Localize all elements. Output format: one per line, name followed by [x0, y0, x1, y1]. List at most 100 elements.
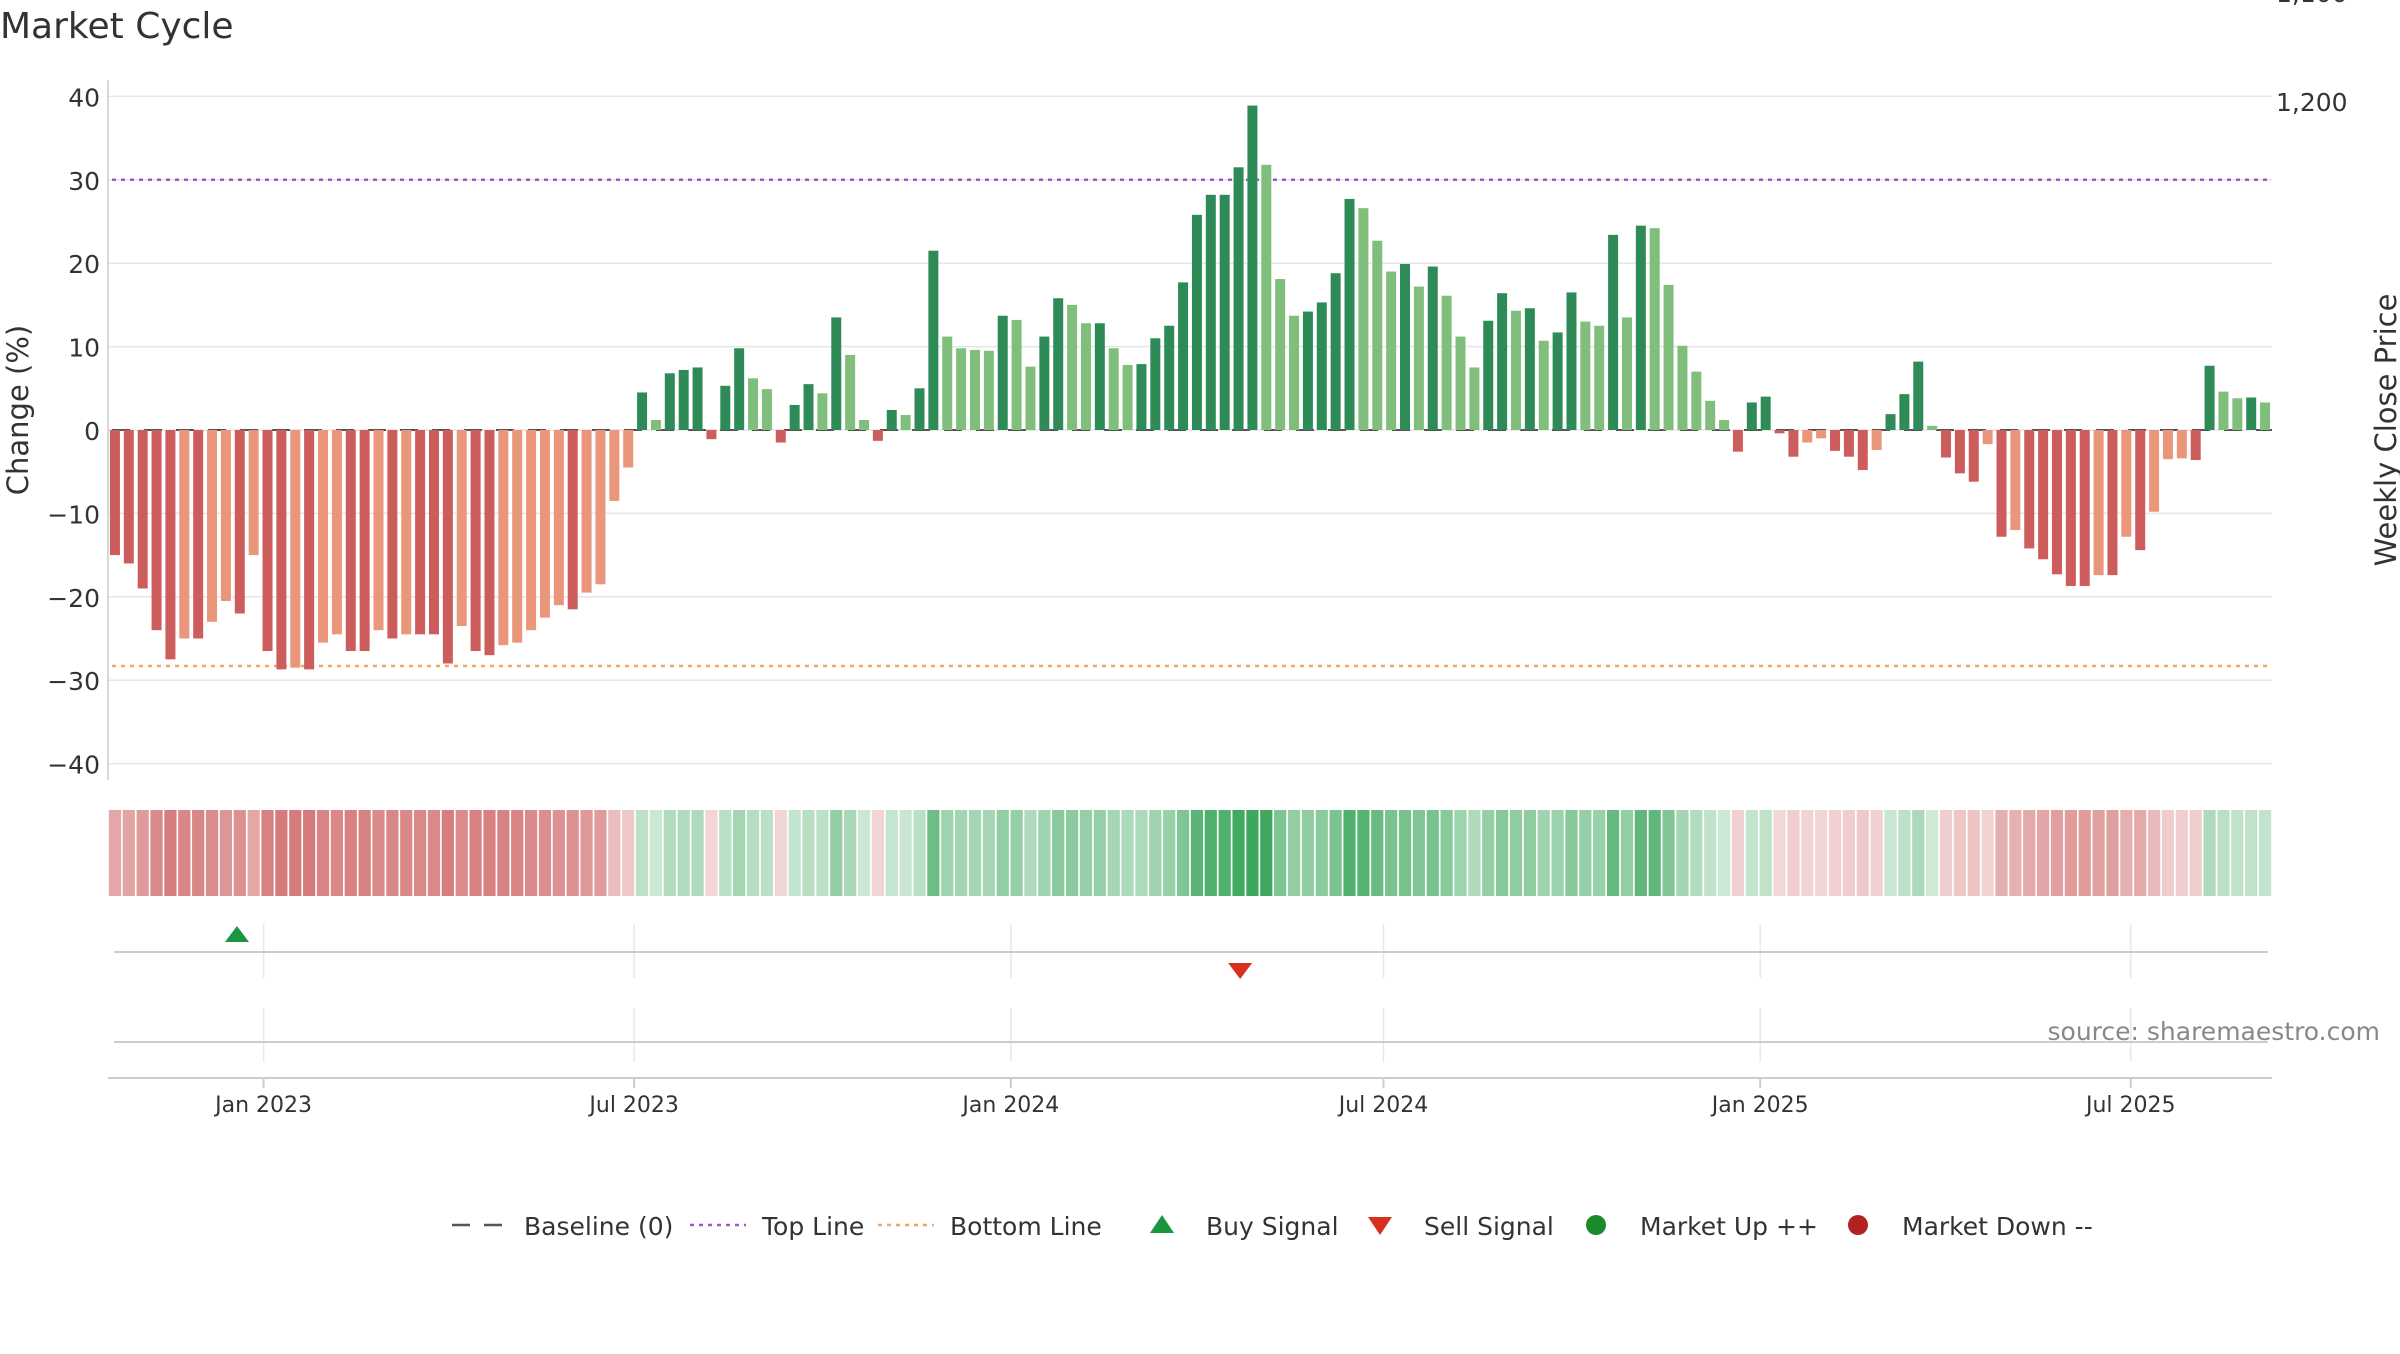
change-bar [678, 369, 689, 430]
change-bar [1802, 430, 1813, 443]
change-bar [442, 430, 453, 664]
change-bar [1372, 240, 1383, 430]
change-bar [1649, 228, 1660, 430]
band-cell [316, 810, 330, 896]
band-cell [705, 810, 718, 896]
band-cell [344, 810, 357, 896]
band-cell [233, 810, 246, 896]
change-bar [2176, 430, 2187, 459]
band-cell [1190, 810, 1204, 896]
band-cell [1176, 810, 1190, 896]
change-bar [1719, 419, 1730, 430]
band-cell [927, 810, 940, 896]
band-cell [1163, 810, 1176, 896]
change-bar [886, 409, 897, 430]
band-cell [1912, 810, 1925, 896]
change-bar [845, 354, 856, 430]
band-cell [455, 810, 468, 896]
change-bar [109, 430, 120, 556]
change-bar [1483, 320, 1494, 430]
band-cell [941, 810, 954, 896]
band-cell [1745, 810, 1758, 896]
band-cell [1398, 810, 1412, 896]
buy-signal-marker [224, 926, 249, 942]
band-cell [1496, 810, 1509, 896]
band-cell [719, 810, 732, 896]
change-bar [2149, 430, 2160, 512]
change-bar [1358, 208, 1369, 430]
change-bar [1871, 430, 1882, 451]
change-bar [872, 430, 883, 441]
legend-label: Market Down -- [1902, 1212, 2093, 1241]
band-cell [2120, 810, 2133, 896]
x-tick-label: Jul 2025 [2084, 1093, 2176, 1118]
change-bar [1705, 400, 1716, 430]
change-bar [859, 419, 870, 430]
band-cell [1870, 810, 1883, 896]
change-bar [248, 430, 259, 556]
band-cell [1412, 810, 1425, 896]
band-cell [1648, 810, 1661, 896]
change-bar [595, 430, 606, 585]
change-bar [276, 430, 287, 670]
change-bar [928, 250, 939, 430]
change-bar [1594, 325, 1605, 430]
band-cell [1593, 810, 1606, 896]
band-cell [1842, 810, 1856, 896]
change-bar [1108, 348, 1119, 430]
band-cell [1093, 810, 1106, 896]
change-bar [567, 430, 578, 610]
band-cell [192, 810, 205, 896]
band-cell [2245, 810, 2258, 896]
band-cell [1107, 810, 1120, 896]
change-bar [1011, 319, 1022, 430]
band-cell [2231, 810, 2244, 896]
band-cell [830, 810, 843, 896]
band-cell [1856, 810, 1869, 896]
change-bar [2093, 430, 2104, 576]
change-bar [1302, 311, 1313, 430]
change-bar [1927, 425, 1938, 430]
legend-item-mup: Market Up ++ [1586, 1212, 1818, 1241]
change-bar [664, 373, 675, 430]
change-bar [1941, 430, 1952, 458]
band-cell [1579, 810, 1592, 896]
band-cell [1371, 810, 1384, 896]
band-cell [289, 810, 302, 896]
change-bar [1954, 430, 1965, 474]
band-cell [1454, 810, 1467, 896]
change-bar [1760, 396, 1771, 430]
band-cell [1537, 810, 1550, 896]
band-cell [552, 810, 565, 896]
change-bar [345, 430, 356, 652]
band-cell [608, 810, 621, 896]
change-bar [304, 430, 315, 670]
band-cell [1301, 810, 1315, 896]
change-bar [1261, 164, 1272, 431]
change-bar [2051, 430, 2062, 575]
change-bar [775, 430, 786, 443]
change-bar [1025, 366, 1036, 430]
change-bar [415, 430, 426, 635]
change-bar [1816, 430, 1827, 439]
band-cell [108, 810, 122, 896]
change-bar [692, 367, 703, 430]
change-bar [2121, 430, 2132, 537]
x-tick-label: Jan 2023 [213, 1093, 312, 1118]
change-bar [942, 336, 953, 430]
band-cell [1773, 810, 1786, 896]
band-cell [427, 810, 441, 896]
band-cell [1967, 810, 1980, 896]
change-bar [997, 315, 1008, 430]
legend-label: Buy Signal [1206, 1212, 1339, 1241]
y-tick-label: −10 [47, 500, 100, 529]
change-bar [165, 430, 176, 660]
y2-tick-label: 1,200 [2276, 88, 2348, 117]
change-bar [1316, 302, 1327, 430]
band-cell [594, 810, 607, 896]
band-cell [414, 810, 427, 896]
band-cell [1898, 810, 1911, 896]
change-bar [1885, 414, 1896, 430]
change-bar [2065, 430, 2076, 586]
